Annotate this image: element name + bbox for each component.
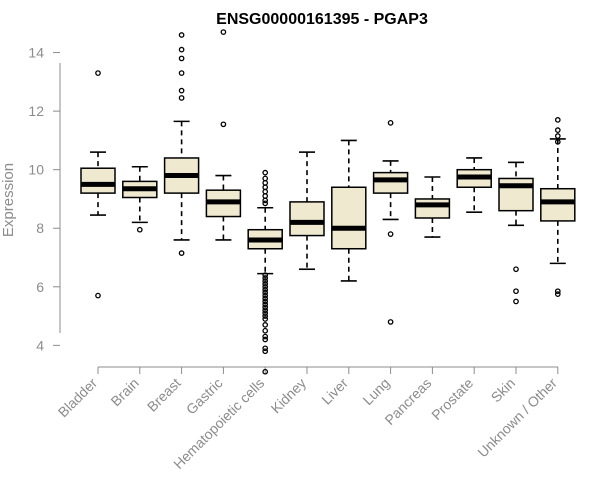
box-group xyxy=(414,176,451,238)
outlier-point xyxy=(262,188,269,195)
x-tick-label: Bladder xyxy=(55,375,101,421)
box xyxy=(372,171,409,194)
outlier-point xyxy=(178,32,185,38)
outlier-point xyxy=(262,316,269,322)
outlier-point xyxy=(262,345,269,352)
box-group xyxy=(331,139,367,282)
outlier-point xyxy=(178,46,185,53)
y-tick-label: 14 xyxy=(28,45,44,61)
outlier-point xyxy=(262,295,269,302)
x-tick-label: Skin xyxy=(488,375,519,406)
outlier-point xyxy=(178,87,185,94)
box-group xyxy=(80,70,116,299)
y-tick-label: 4 xyxy=(36,337,44,353)
outlier-point xyxy=(554,288,561,295)
box-group xyxy=(498,161,534,305)
box xyxy=(331,186,367,250)
outlier-point xyxy=(554,133,561,139)
outlier-point xyxy=(262,275,269,281)
x-tick-label: Prostate xyxy=(428,375,476,423)
box xyxy=(80,167,116,194)
x-tick-label: Breast xyxy=(144,375,184,415)
outlier-point xyxy=(262,286,269,293)
box-group xyxy=(372,119,409,325)
outlier-point xyxy=(262,175,269,182)
outlier-point xyxy=(262,327,269,334)
y-ticks: 4 6 8 10 12 14 xyxy=(28,45,60,353)
outlier-point xyxy=(262,333,269,340)
outlier-point xyxy=(262,307,269,314)
outlier-point xyxy=(262,313,269,319)
box xyxy=(540,187,576,222)
box xyxy=(414,198,451,219)
outlier-point xyxy=(262,301,269,308)
outlier-point xyxy=(387,119,394,126)
outlier-point xyxy=(554,139,561,145)
x-tick-label: Kidney xyxy=(268,375,310,417)
outlier-point xyxy=(95,292,101,299)
outlier-point xyxy=(262,193,269,199)
outlier-point xyxy=(262,304,269,311)
outlier-point xyxy=(262,184,269,191)
outlier-point xyxy=(262,292,269,299)
outlier-point xyxy=(262,368,269,375)
y-tick-label: 6 xyxy=(36,279,44,295)
box-group xyxy=(456,157,492,213)
outlier-point xyxy=(262,278,269,284)
box-group xyxy=(540,117,576,297)
outlier-point xyxy=(262,336,269,343)
outlier-point xyxy=(262,169,269,176)
y-tick-label: 12 xyxy=(28,103,44,119)
outlier-point xyxy=(178,70,185,76)
outlier-point xyxy=(136,226,143,233)
outlier-point xyxy=(178,95,185,101)
outlier-point xyxy=(262,200,269,207)
outlier-point xyxy=(262,289,269,296)
boxes xyxy=(80,29,576,375)
outlier-point xyxy=(262,310,269,317)
outlier-point xyxy=(554,291,561,297)
box-group xyxy=(289,151,325,271)
outlier-point xyxy=(554,117,561,123)
y-axis-label: Expression xyxy=(0,163,17,237)
box-group xyxy=(122,165,158,233)
outlier-point xyxy=(262,281,269,287)
y-tick-label: 10 xyxy=(28,162,44,178)
box-group xyxy=(247,169,283,375)
outlier-point xyxy=(262,298,269,305)
outlier-point xyxy=(513,266,519,273)
outlier-point xyxy=(387,231,394,237)
x-tick-label: Liver xyxy=(318,375,351,408)
outlier-point xyxy=(262,283,269,290)
x-tick-label: Lung xyxy=(359,375,392,408)
y-tick-label: 8 xyxy=(36,220,44,236)
outlier-point xyxy=(220,29,227,35)
outlier-point xyxy=(262,197,269,204)
box xyxy=(289,201,325,237)
chart-title: ENSG00000161395 - PGAP3 xyxy=(216,11,428,28)
x-tick-label: Unknown / Other xyxy=(474,375,560,461)
box-group xyxy=(205,29,242,241)
box-group xyxy=(163,32,200,256)
outlier-point xyxy=(178,250,185,256)
outlier-point xyxy=(262,348,269,355)
outlier-point xyxy=(262,272,269,278)
x-tick-label: Brain xyxy=(107,375,141,409)
outlier-point xyxy=(554,127,561,134)
outlier-point xyxy=(262,180,269,186)
outlier-point xyxy=(178,55,185,62)
outlier-point xyxy=(95,70,101,76)
outlier-point xyxy=(513,288,519,295)
outlier-point xyxy=(220,121,227,128)
outlier-point xyxy=(262,322,269,328)
outlier-point xyxy=(513,298,519,305)
outlier-point xyxy=(387,319,394,325)
